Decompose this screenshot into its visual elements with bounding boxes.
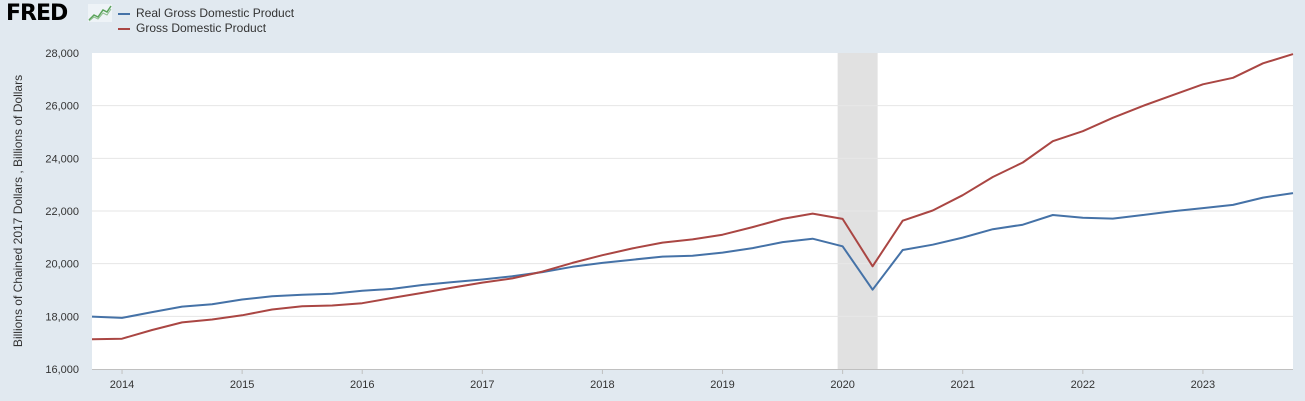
legend-label: Real Gross Domestic Product [136, 6, 295, 20]
series-line-0[interactable] [91, 192, 1294, 319]
y-tick-label: 22,000 [45, 206, 79, 218]
x-tick-label: 2020 [830, 379, 854, 391]
series-line-1[interactable] [91, 53, 1294, 341]
grid-layer [92, 105, 1293, 317]
legend-label: Gross Domestic Product [136, 21, 267, 35]
y-tick-label: 20,000 [45, 259, 79, 271]
series-layer [91, 53, 1294, 341]
x-tick-label: 2017 [470, 379, 494, 391]
x-tick-label: 2023 [1191, 379, 1215, 391]
y-tick-label: 26,000 [45, 101, 79, 113]
y-tick-label: 24,000 [45, 153, 79, 165]
chart-header: FRED Real Gross Domestic Product Gross D… [0, 0, 1305, 40]
chart-legend: Real Gross Domestic Product Gross Domest… [118, 6, 294, 36]
x-tick-label: 2015 [230, 379, 254, 391]
y-tick-label: 16,000 [45, 364, 79, 376]
y-axis-title: Billions of Chained 2017 Dollars , Billi… [11, 75, 25, 347]
x-tick-label: 2014 [110, 379, 134, 391]
legend-item-gdp[interactable]: Gross Domestic Product [118, 21, 294, 36]
y-tick-label: 28,000 [45, 48, 79, 60]
legend-swatch [118, 12, 130, 15]
legend-swatch [118, 27, 130, 30]
axis-layer: 16,000 18,000 20,000 22,000 24,000 26,000 28,0… [45, 48, 1293, 391]
x-tick-label: 2021 [950, 379, 974, 391]
x-tick-label: 2019 [710, 379, 734, 391]
fred-logo[interactable]: FRED [6, 1, 68, 26]
fred-chart-icon [88, 4, 112, 22]
legend-item-real-gdp[interactable]: Real Gross Domestic Product [118, 6, 294, 21]
x-tick-label: 2016 [350, 379, 374, 391]
x-tick-label: 2022 [1071, 379, 1095, 391]
x-tick-label: 2018 [590, 379, 614, 391]
y-tick-label: 18,000 [45, 311, 79, 323]
